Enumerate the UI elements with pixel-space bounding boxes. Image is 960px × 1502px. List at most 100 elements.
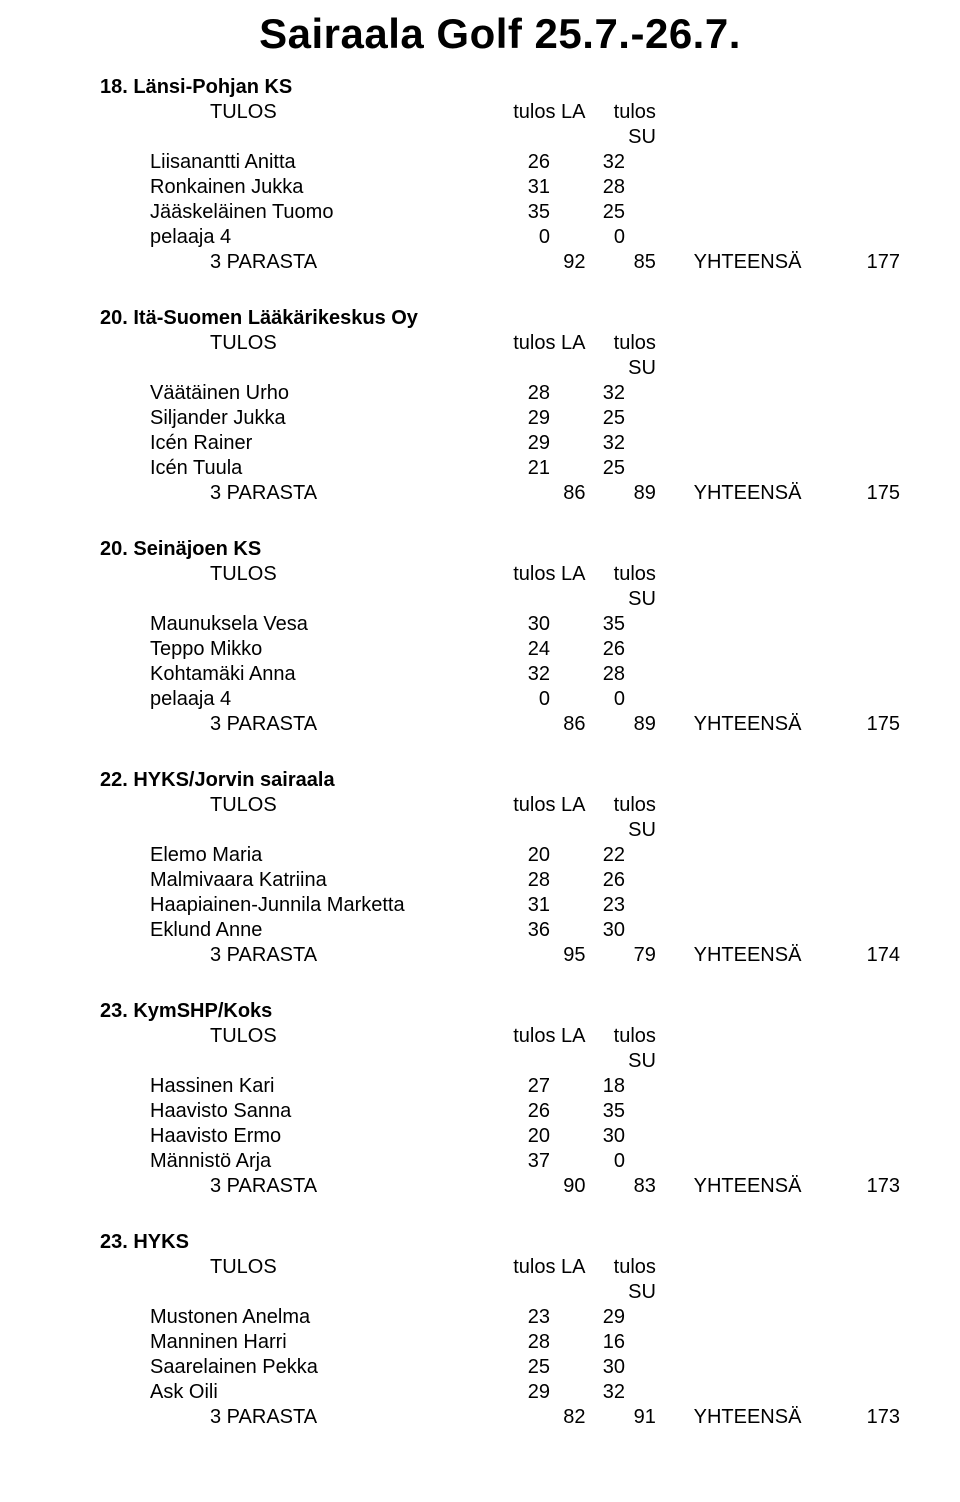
player-la: 20 — [430, 1124, 550, 1149]
player-su: 0 — [550, 687, 625, 712]
parasta-label: 3 PARASTA — [100, 943, 473, 968]
player-spacer — [625, 918, 780, 943]
player-row: Icén Rainer2932 — [100, 431, 900, 456]
player-spacer — [625, 1305, 780, 1330]
player-spacer — [625, 456, 780, 481]
tulos-label: TULOS — [100, 1024, 473, 1074]
player-su: 35 — [550, 612, 625, 637]
player-name: Ask Oili — [100, 1380, 430, 1405]
player-spacer — [780, 406, 885, 431]
player-spacer — [625, 893, 780, 918]
team-name: 20. Seinäjoen KS — [100, 538, 900, 561]
la-label: tulos LA — [473, 562, 586, 612]
player-spacer — [780, 868, 885, 893]
team-total: 175 — [801, 712, 900, 737]
player-la: 24 — [430, 637, 550, 662]
player-su: 23 — [550, 893, 625, 918]
team-total: 175 — [801, 481, 900, 506]
player-name: Elemo Maria — [100, 843, 430, 868]
player-name: Icén Rainer — [100, 431, 430, 456]
summary-row: 3 PARASTA9083YHTEENSÄ173 — [100, 1174, 900, 1199]
player-spacer — [625, 687, 780, 712]
player-spacer — [780, 687, 885, 712]
parasta-label: 3 PARASTA — [100, 1405, 473, 1430]
summary-row: 3 PARASTA8291YHTEENSÄ173 — [100, 1405, 900, 1430]
player-la: 36 — [430, 918, 550, 943]
player-la: 31 — [430, 893, 550, 918]
player-su: 25 — [550, 200, 625, 225]
yhteensa-label: YHTEENSÄ — [656, 1405, 802, 1430]
sum-su: 85 — [586, 250, 656, 275]
page: Sairaala Golf 25.7.-26.7. 18. Länsi-Pohj… — [0, 10, 960, 1502]
sum-la: 82 — [473, 1405, 586, 1430]
team-block: 20. Itä-Suomen Lääkärikeskus OyTULOStulo… — [100, 307, 900, 506]
player-spacer — [625, 406, 780, 431]
player-spacer — [780, 662, 885, 687]
player-name: Männistö Arja — [100, 1149, 430, 1174]
player-su: 26 — [550, 637, 625, 662]
la-label: tulos LA — [473, 100, 586, 150]
header-spacer — [801, 331, 900, 381]
parasta-label: 3 PARASTA — [100, 250, 473, 275]
player-spacer — [780, 893, 885, 918]
player-row: Hassinen Kari2718 — [100, 1074, 900, 1099]
player-row: Männistö Arja370 — [100, 1149, 900, 1174]
player-spacer — [780, 175, 885, 200]
team-name: 23. KymSHP/Koks — [100, 1000, 900, 1023]
player-row: Ask Oili2932 — [100, 1380, 900, 1405]
su-label: tulos SU — [586, 331, 656, 381]
player-la: 31 — [430, 175, 550, 200]
sum-su: 91 — [586, 1405, 656, 1430]
tulos-label: TULOS — [100, 562, 473, 612]
team-block: 23. HYKSTULOStulos LAtulos SUMustonen An… — [100, 1231, 900, 1430]
player-spacer — [625, 637, 780, 662]
player-spacer — [625, 843, 780, 868]
player-la: 28 — [430, 381, 550, 406]
header-row: TULOStulos LAtulos SU — [100, 1024, 900, 1074]
player-spacer — [780, 1149, 885, 1174]
player-la: 27 — [430, 1074, 550, 1099]
player-spacer — [625, 868, 780, 893]
player-row: Eklund Anne3630 — [100, 918, 900, 943]
la-label: tulos LA — [473, 331, 586, 381]
player-su: 25 — [550, 406, 625, 431]
player-la: 37 — [430, 1149, 550, 1174]
la-label: tulos LA — [473, 793, 586, 843]
team-block: 22. HYKS/Jorvin sairaalaTULOStulos LAtul… — [100, 769, 900, 968]
player-la: 26 — [430, 150, 550, 175]
player-spacer — [780, 918, 885, 943]
player-row: Manninen Harri2816 — [100, 1330, 900, 1355]
player-spacer — [780, 1305, 885, 1330]
player-su: 0 — [550, 1149, 625, 1174]
player-name: Eklund Anne — [100, 918, 430, 943]
player-la: 29 — [430, 406, 550, 431]
player-su: 28 — [550, 662, 625, 687]
la-label: tulos LA — [473, 1024, 586, 1074]
player-name: Ronkainen Jukka — [100, 175, 430, 200]
team-total: 173 — [801, 1174, 900, 1199]
player-spacer — [780, 1124, 885, 1149]
summary-row: 3 PARASTA8689YHTEENSÄ175 — [100, 481, 900, 506]
su-label: tulos SU — [586, 1024, 656, 1074]
player-la: 20 — [430, 843, 550, 868]
header-spacer — [801, 562, 900, 612]
player-su: 35 — [550, 1099, 625, 1124]
player-row: Jääskeläinen Tuomo3525 — [100, 200, 900, 225]
player-name: Kohtamäki Anna — [100, 662, 430, 687]
player-la: 30 — [430, 612, 550, 637]
team-name: 23. HYKS — [100, 1231, 900, 1254]
player-spacer — [625, 1355, 780, 1380]
sum-la: 86 — [473, 712, 586, 737]
player-spacer — [780, 843, 885, 868]
player-la: 35 — [430, 200, 550, 225]
sum-la: 92 — [473, 250, 586, 275]
sum-su: 79 — [586, 943, 656, 968]
player-la: 23 — [430, 1305, 550, 1330]
sum-la: 86 — [473, 481, 586, 506]
header-spacer — [656, 1024, 802, 1074]
player-row: Väätäinen Urho2832 — [100, 381, 900, 406]
team-total: 173 — [801, 1405, 900, 1430]
player-spacer — [780, 1074, 885, 1099]
summary-row: 3 PARASTA9285YHTEENSÄ177 — [100, 250, 900, 275]
player-row: Teppo Mikko2426 — [100, 637, 900, 662]
